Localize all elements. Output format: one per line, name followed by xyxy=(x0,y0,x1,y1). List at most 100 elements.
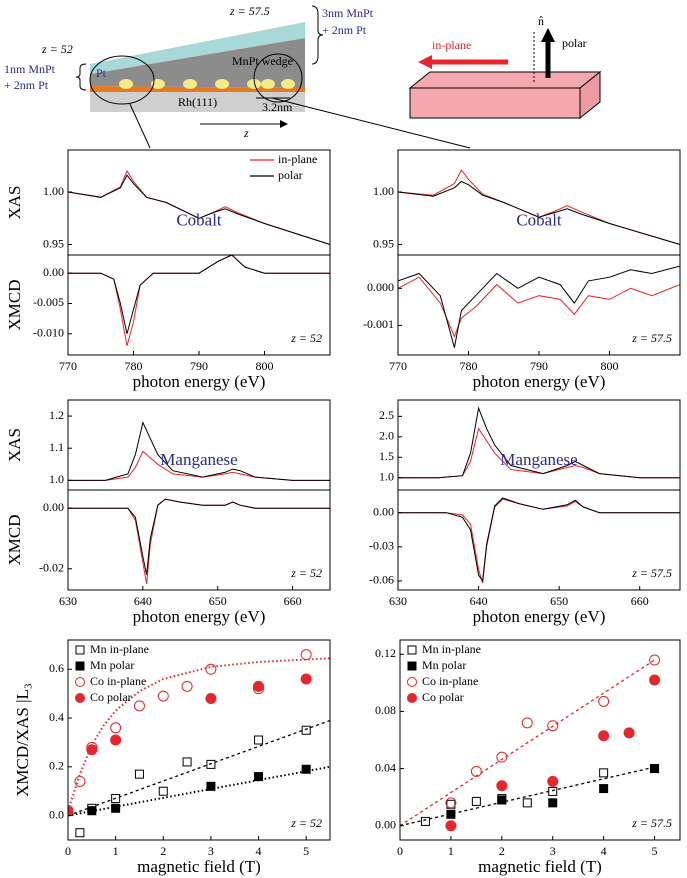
y-tick-label: 0.00 xyxy=(373,504,394,518)
x-axis-label: photon energy (eV) xyxy=(473,607,606,626)
y-axis-label: XAS xyxy=(5,428,24,462)
legend-marker xyxy=(407,693,417,703)
label: z = 57.5 xyxy=(229,4,270,18)
legend-marker xyxy=(407,661,417,671)
y-tick-label: 0.95 xyxy=(43,236,64,250)
legend-label: Mn polar xyxy=(422,658,466,672)
x-tick-label: 5 xyxy=(303,844,309,858)
marker xyxy=(158,786,168,796)
marker xyxy=(254,772,264,782)
marker xyxy=(446,809,456,819)
y-tick-label: 1.5 xyxy=(379,449,394,463)
plot-area xyxy=(398,406,680,479)
y-tick-label: 2.5 xyxy=(379,408,394,422)
plot-frame xyxy=(399,639,681,841)
y-tick-label: -0.005 xyxy=(33,295,64,309)
y-axis-label: XMCD xyxy=(5,514,24,565)
bracket xyxy=(311,5,324,65)
legend-marker xyxy=(75,677,85,687)
x-tick-label: 660 xyxy=(631,594,649,608)
legend-label: Co polar xyxy=(90,690,132,704)
marker xyxy=(300,649,312,661)
x-tick-label: 4 xyxy=(256,844,262,858)
x-tick-label: 790 xyxy=(530,359,548,373)
zoom-circle xyxy=(253,53,303,103)
marker xyxy=(496,751,508,763)
islands xyxy=(119,79,295,89)
y-tick-label: -0.02 xyxy=(39,561,64,575)
label: Pt xyxy=(96,66,107,80)
annotation: z = 57.5 xyxy=(631,331,672,345)
fit-line xyxy=(68,765,330,817)
marker xyxy=(496,780,508,792)
element-label: Cobalt xyxy=(176,210,222,229)
marker xyxy=(522,798,532,808)
marker xyxy=(623,727,635,739)
y-tick-label: -0.010 xyxy=(33,326,64,340)
x-axis-label: magnetic field (T) xyxy=(137,857,261,876)
y-tick-label: 0.00 xyxy=(43,265,64,279)
fit-line xyxy=(68,719,330,817)
x-axis-label: photon energy (eV) xyxy=(133,607,266,626)
label: z = 52 xyxy=(41,42,73,56)
element-label: Cobalt xyxy=(516,210,562,229)
x-tick-label: 660 xyxy=(284,594,302,608)
annotation: z = 52 xyxy=(290,566,322,580)
plot-frame xyxy=(67,639,331,841)
x-tick-label: 2 xyxy=(499,844,505,858)
spectrum-line xyxy=(398,180,680,245)
x-tick-label: 650 xyxy=(550,594,568,608)
y-tick-label: 0.12 xyxy=(375,646,396,660)
marker xyxy=(157,690,169,702)
y-tick-label: 0.04 xyxy=(375,760,396,774)
x-tick-label: 790 xyxy=(190,359,208,373)
sample-front xyxy=(409,87,581,119)
y-tick-label: -0.03 xyxy=(369,539,394,553)
panel: 0.95 1.00 Cobalt xyxy=(373,149,681,256)
sample-top xyxy=(408,71,602,89)
plot-area xyxy=(398,265,680,348)
fit-line xyxy=(400,659,655,827)
x-tick-label: 2 xyxy=(160,844,166,858)
marker xyxy=(445,820,457,832)
x-tick-label: 0 xyxy=(65,844,71,858)
pointer xyxy=(271,97,471,149)
marker xyxy=(254,735,264,745)
y-tick-label: -0.06 xyxy=(369,573,394,587)
panel: 0.00 -0.03 -0.06 630 640 650 660 photon energy … xyxy=(369,489,681,626)
panel: 0.0 0.2 0.4 0.6 0 1 2 3 4 5 magnetic field (T) XMCD… xyxy=(13,639,331,876)
label: z xyxy=(243,126,249,140)
spectrum-line xyxy=(398,497,680,583)
spectrum-line xyxy=(398,427,680,479)
marker xyxy=(598,695,610,707)
plot-area xyxy=(68,255,330,347)
wedge-layer xyxy=(90,38,305,88)
marker xyxy=(86,744,98,756)
x-tick-label: 630 xyxy=(389,594,407,608)
label: MnPt wedge xyxy=(232,54,293,68)
y-tick-label: 1.2 xyxy=(49,408,64,422)
marker xyxy=(206,759,216,769)
y-tick-label: 1.1 xyxy=(49,440,64,454)
label: 1nm MnPt xyxy=(4,62,56,76)
panel: 0.00 0.04 0.08 0.12 0 1 2 3 4 5 magnetic field (T)… xyxy=(375,639,681,876)
marker xyxy=(134,769,144,779)
in-plane-arrow-head xyxy=(418,55,432,69)
x-tick-label: 3 xyxy=(208,844,214,858)
y-axis-label: XMCD/XAS |L₃ xyxy=(13,683,32,797)
marker xyxy=(445,797,457,809)
panel: 0.00 -0.02 630 640 650 660 photon energy (eV) X… xyxy=(5,489,331,626)
marker xyxy=(111,803,121,813)
pointer xyxy=(129,103,151,149)
legend-marker xyxy=(75,661,85,671)
y-tick-label: 2.0 xyxy=(379,429,394,443)
legend-label: Mn in-plane xyxy=(90,642,149,656)
marker xyxy=(133,700,145,712)
marker xyxy=(205,693,217,705)
x-tick-label: 800 xyxy=(256,359,274,373)
plot-area xyxy=(68,169,330,245)
marker xyxy=(649,654,661,666)
y-tick-label: 0.6 xyxy=(49,661,64,675)
marker xyxy=(110,722,122,734)
